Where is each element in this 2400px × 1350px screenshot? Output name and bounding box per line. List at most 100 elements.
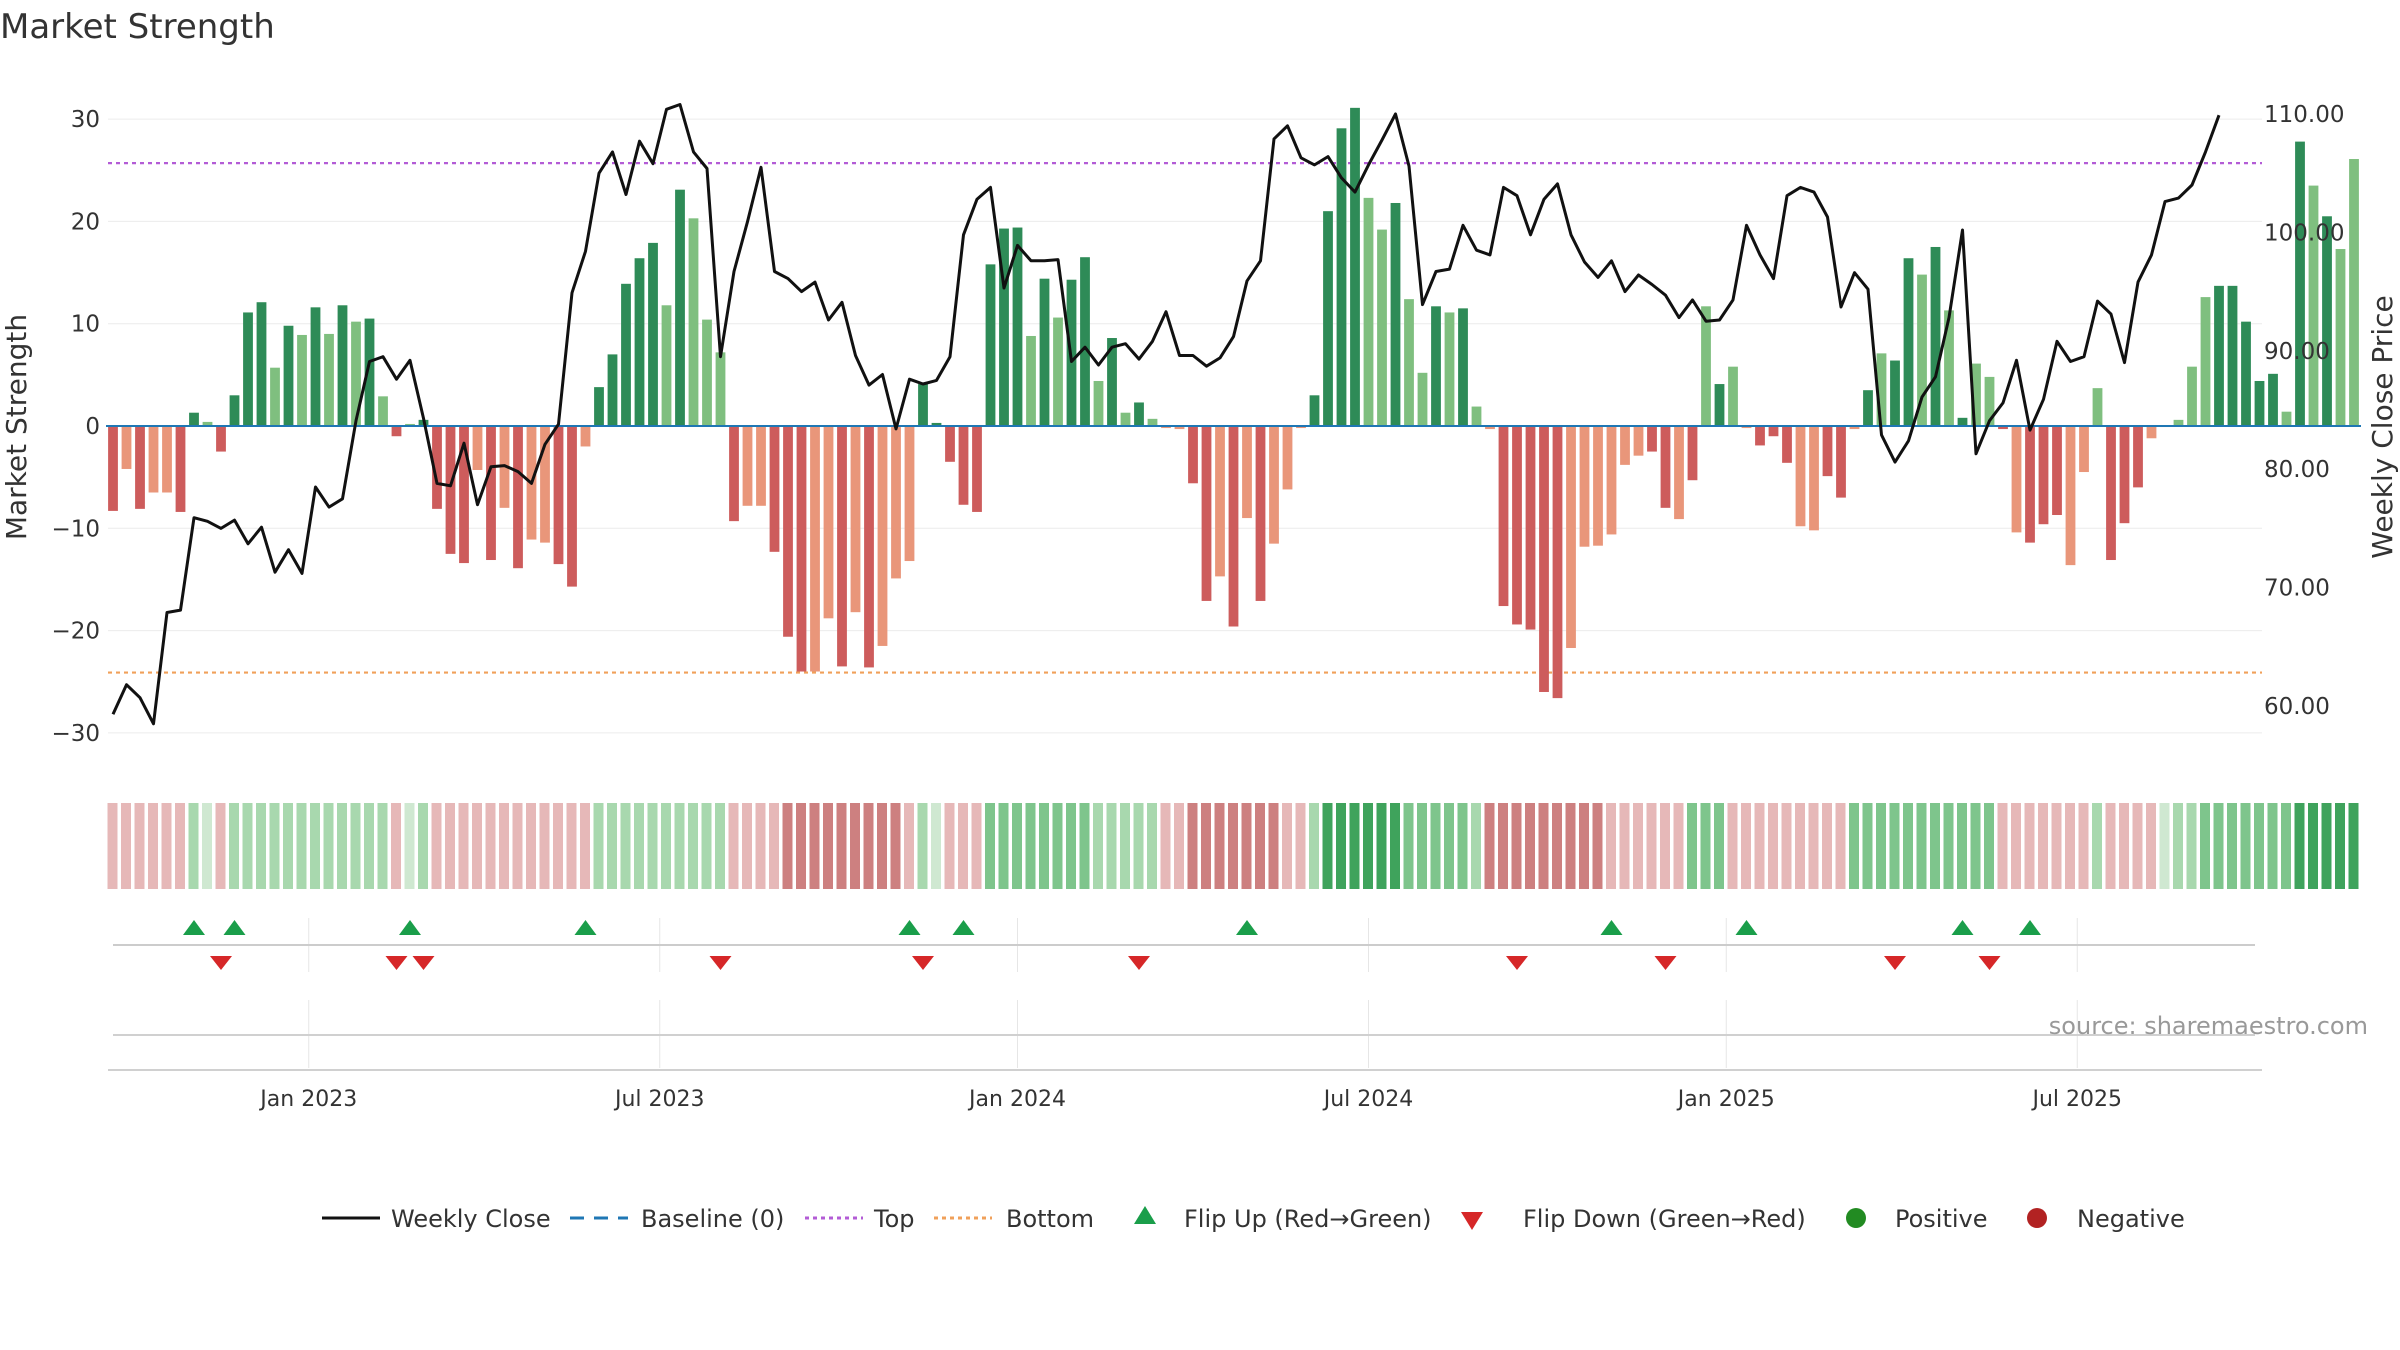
trend-strip-cell — [148, 803, 158, 889]
strength-bar — [256, 302, 267, 426]
strength-bar — [1107, 338, 1117, 426]
strength-bar — [1620, 426, 1630, 465]
strength-bar — [553, 426, 564, 565]
strength-bar — [1269, 426, 1279, 544]
strength-bar — [715, 352, 726, 426]
trend-strip-cell — [715, 803, 725, 889]
strength-bar — [1080, 257, 1090, 426]
trend-strip-cell — [661, 803, 671, 889]
strength-bar — [1755, 426, 1765, 446]
legend-item-top: Top — [805, 1205, 915, 1233]
strength-bar — [1296, 426, 1306, 429]
trend-strip-cell — [1093, 803, 1103, 889]
strength-bar — [2092, 388, 2103, 426]
strength-bar — [351, 321, 361, 426]
trend-strip-cell — [2267, 803, 2278, 889]
strength-bar — [2173, 419, 2184, 426]
trend-strip-cell — [1727, 803, 1738, 889]
flip-down-marker-icon — [1128, 956, 1150, 970]
trend-strip-cell — [836, 803, 847, 889]
strength-bar — [1876, 353, 1887, 426]
strength-bar — [445, 426, 456, 554]
strength-bar — [1417, 372, 1428, 426]
strength-bar — [931, 422, 942, 426]
trend-strip-cell — [215, 803, 226, 889]
y-axis-ticks: 30 20 10 0 −10 −20 −30 — [51, 107, 100, 747]
trend-strip-cell — [877, 803, 887, 889]
strength-bar — [2214, 285, 2224, 426]
trend-strip-cell — [1336, 803, 1346, 889]
strength-bars — [108, 107, 2359, 699]
strength-bar — [2119, 426, 2130, 524]
trend-strip-cell — [917, 803, 928, 889]
trend-strip-cell — [755, 803, 766, 889]
source-label: source: sharemaestro.com — [2049, 1012, 2368, 1040]
trend-strip-cell — [350, 803, 361, 889]
strength-bar — [270, 367, 280, 426]
trend-strip-cell — [283, 803, 293, 889]
trend-strip-cell — [2024, 803, 2035, 889]
price-series — [111, 103, 2221, 726]
y2-axis-label: Weekly Close Price — [2366, 295, 2399, 558]
trend-strip — [107, 803, 2359, 889]
trend-strip-cell — [769, 803, 779, 889]
trend-strip-cell — [2038, 803, 2048, 889]
trend-strip-cell — [1052, 803, 1063, 889]
y2-tick-label: 60.00 — [2264, 694, 2330, 720]
trend-strip-cell — [539, 803, 550, 889]
trend-strip-cell — [1795, 803, 1805, 889]
trend-strip-cell — [229, 803, 239, 889]
trend-strip-cell — [458, 803, 469, 889]
trend-strip-cell — [674, 803, 685, 889]
trend-strip-cell — [2348, 803, 2359, 889]
strength-bar — [1512, 426, 1522, 625]
flip-up-marker-icon — [223, 920, 246, 935]
trend-strip-cell — [1268, 803, 1279, 889]
strength-bar — [2106, 426, 2116, 561]
strength-bar — [580, 426, 591, 447]
flip-up-marker-icon — [1735, 920, 1758, 935]
trend-strip-cell — [310, 803, 320, 889]
strength-bar — [175, 426, 186, 512]
strength-bar — [121, 426, 132, 469]
legend-item-flip-down: Flip Down (Green→Red) — [1461, 1205, 1806, 1233]
trend-strip-cell — [1309, 803, 1319, 889]
strength-bar — [202, 421, 213, 426]
strength-bar — [1917, 274, 1927, 426]
strength-bar — [1323, 211, 1333, 426]
trend-strip-cell — [1457, 803, 1468, 889]
strength-bar — [2241, 321, 2251, 426]
trend-strip-cell — [1160, 803, 1171, 889]
trend-strip-cell — [1660, 803, 1670, 889]
strength-bar — [1363, 197, 1374, 426]
strength-bar — [2308, 185, 2319, 426]
strength-bar — [216, 426, 226, 452]
trend-strip-cell — [1241, 803, 1252, 889]
trend-strip-cell — [2011, 803, 2021, 889]
flip-down-marker-icon — [385, 956, 408, 970]
strength-bar — [796, 426, 807, 672]
trend-strip-cell — [607, 803, 617, 889]
strength-bar — [1228, 426, 1239, 627]
flip-up-marker-icon — [574, 920, 597, 935]
trend-strip-cell — [512, 803, 523, 889]
flip-up-marker-icon — [1236, 920, 1258, 935]
trend-strip-cell — [2173, 803, 2183, 889]
flip-down-marker-icon — [709, 956, 732, 970]
trend-strip-cell — [1646, 803, 1657, 889]
trend-strip-cell — [1363, 803, 1373, 889]
strength-bar — [1903, 258, 1914, 426]
strength-bar — [1674, 426, 1684, 520]
trend-strip-cell — [890, 803, 901, 889]
trend-strip-cell — [985, 803, 995, 889]
trend-strip-cell — [2186, 803, 2197, 889]
trend-strip-cell — [269, 803, 280, 889]
strength-bar — [1242, 426, 1252, 519]
strength-bar — [1485, 426, 1495, 430]
flip-down-marker-icon — [912, 956, 934, 970]
strength-bar — [2335, 249, 2346, 426]
trend-strip-cell — [1376, 803, 1387, 889]
trend-strip-cell — [1889, 803, 1900, 889]
strength-bar — [823, 426, 834, 619]
legend-label-negative: Negative — [2077, 1205, 2185, 1233]
